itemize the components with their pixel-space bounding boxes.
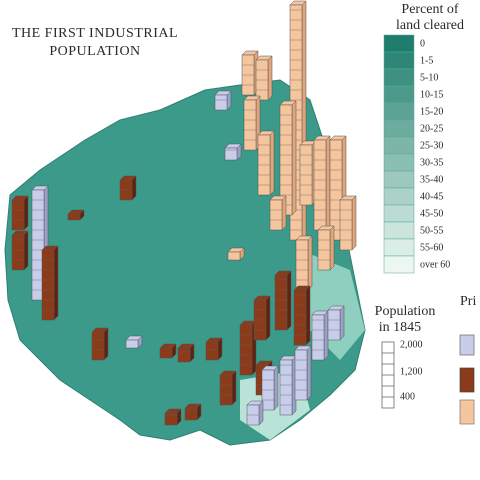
bar-side	[265, 295, 271, 341]
scale-label: 2,000	[400, 339, 423, 350]
bar-front	[274, 274, 288, 331]
bar-front	[205, 341, 219, 361]
bar-front	[41, 249, 55, 321]
legend-swatch	[383, 221, 415, 240]
bar-side	[23, 230, 29, 271]
type-swatch	[459, 399, 475, 425]
bar-side	[103, 327, 109, 361]
bar-front	[293, 289, 307, 346]
legend-label: 35-40	[420, 174, 443, 185]
legend-title: Population	[375, 304, 436, 319]
bar-front	[294, 349, 308, 401]
legend-label: over 60	[420, 259, 450, 270]
bar-front	[31, 189, 45, 301]
bar-front	[184, 407, 198, 421]
legend-label: 15-20	[420, 106, 443, 117]
bar-side	[325, 135, 331, 231]
bar-front	[239, 324, 253, 376]
legend-swatch	[383, 136, 415, 155]
bar-front	[177, 347, 191, 363]
bar-side	[273, 365, 279, 411]
bar-side	[286, 270, 292, 331]
bar-front	[311, 314, 325, 361]
bar-side	[339, 305, 345, 341]
bar-front	[279, 359, 293, 416]
bar-side	[53, 245, 59, 321]
legend-swatch	[383, 204, 415, 223]
legend-swatch	[383, 255, 415, 274]
bar-front	[327, 309, 341, 341]
bar-front	[313, 139, 327, 231]
bar-front	[11, 199, 25, 231]
bar-front	[339, 199, 353, 251]
legend-title: Percent of	[401, 2, 458, 17]
title-line: THE FIRST INDUSTRIAL	[12, 26, 178, 41]
legend-swatch	[383, 187, 415, 206]
legend-label: 25-30	[420, 140, 443, 151]
legend-swatch	[383, 51, 415, 70]
bar-side	[269, 130, 275, 196]
bar-front	[269, 199, 283, 231]
scale-stack	[381, 341, 395, 409]
legend-title: land cleared	[396, 18, 464, 33]
legend-swatch	[383, 34, 415, 53]
bar-front	[224, 147, 238, 161]
legend-label: 10-15	[420, 89, 443, 100]
legend-title: in 1845	[379, 320, 421, 335]
type-swatch	[459, 367, 475, 393]
bar-side	[231, 370, 237, 406]
scale-label: 1,200	[400, 366, 423, 377]
bar-front	[164, 412, 178, 426]
legend-label: 45-50	[420, 208, 443, 219]
legend-swatch	[383, 102, 415, 121]
bar-side	[323, 310, 329, 361]
bar-side	[291, 100, 297, 216]
bar-front	[219, 374, 233, 406]
bar-side	[305, 285, 311, 346]
bar-front	[243, 99, 257, 151]
bar-front	[159, 347, 173, 359]
legend-label: 30-35	[420, 157, 443, 168]
bar-side	[329, 225, 335, 271]
legend-swatch	[383, 153, 415, 172]
legend-label: 1-5	[420, 55, 433, 66]
bar-front	[295, 239, 309, 291]
legend-label: 55-60	[420, 242, 443, 253]
bar-side	[307, 235, 313, 291]
legend-title: Pri	[460, 294, 476, 309]
legend-swatch	[383, 85, 415, 104]
bar-side	[351, 195, 357, 251]
bar-front	[91, 331, 105, 361]
bar-side	[23, 195, 29, 231]
title-line: POPULATION	[49, 44, 140, 59]
population-bars	[11, 0, 357, 426]
legend-swatch	[383, 68, 415, 87]
legend-swatch	[383, 119, 415, 138]
legend-swatch	[383, 238, 415, 257]
bar-front	[227, 251, 241, 261]
legend-label: 5-10	[420, 72, 438, 83]
legend-label: 50-55	[420, 225, 443, 236]
bar-front	[214, 94, 228, 111]
legend-label: 20-25	[420, 123, 443, 134]
bar-side	[267, 55, 273, 101]
scale-label: 400	[400, 391, 415, 402]
type-swatch	[459, 334, 475, 356]
bar-front	[125, 339, 139, 349]
legend-label: 40-45	[420, 191, 443, 202]
land-legend: 0 1-5 5-10 10-15 15-20 20-25 25-30 30-35 35-40 40…	[383, 34, 450, 274]
bar-side	[281, 195, 287, 231]
legend-label: 0	[420, 38, 425, 49]
bar-front	[67, 213, 81, 221]
legend-swatch	[383, 170, 415, 189]
bar-front	[11, 234, 25, 271]
bar-side	[306, 345, 312, 401]
